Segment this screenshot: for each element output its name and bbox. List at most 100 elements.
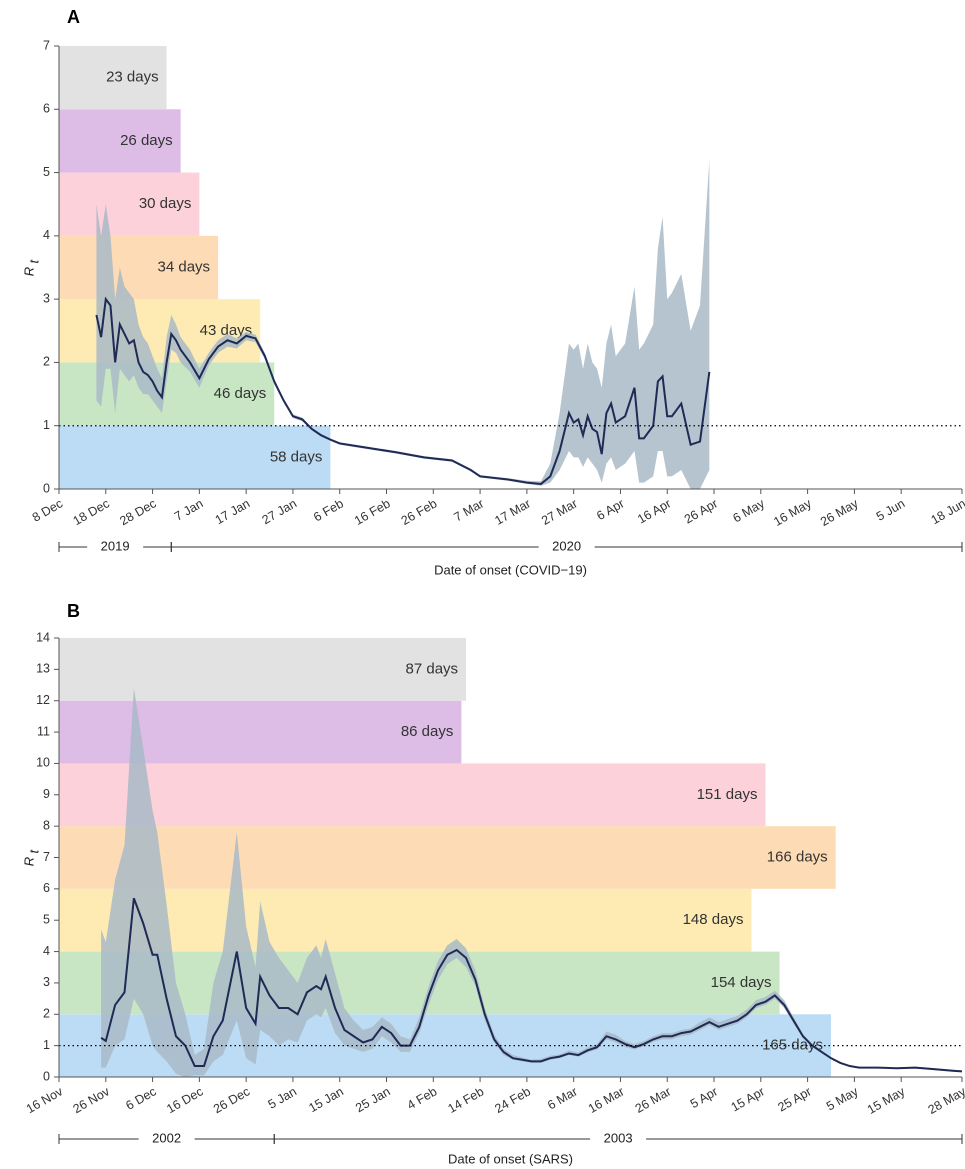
x-tick-label: 14 Feb	[446, 1084, 487, 1116]
duration-band	[59, 763, 766, 827]
x-tick-label: 6 Feb	[311, 496, 346, 524]
duration-label: 26 days	[120, 132, 173, 149]
y-tick-label: 11	[37, 724, 50, 738]
y-tick-label: 4	[43, 944, 50, 958]
panel-label: B	[67, 601, 80, 621]
x-tick-label: 26 Dec	[211, 1084, 252, 1116]
duration-band	[59, 700, 462, 764]
x-tick-label: 5 Jun	[874, 496, 908, 523]
panel-label: A	[67, 7, 80, 27]
duration-band	[59, 826, 836, 889]
duration-band	[59, 299, 261, 363]
duration-label: 86 days	[401, 723, 454, 740]
duration-band	[59, 172, 200, 236]
y-tick-label: 13	[36, 662, 50, 676]
confidence-band	[96, 159, 710, 489]
x-tick-label: 16 Feb	[352, 496, 393, 528]
y-tick-label: 1	[43, 418, 50, 432]
x-tick-label: 8 Dec	[30, 496, 65, 524]
x-tick-label: 15 May	[865, 1084, 908, 1117]
duration-band	[59, 638, 467, 701]
duration-band	[59, 888, 752, 952]
year-label: 2002	[152, 1130, 181, 1145]
duration-label: 148 days	[683, 911, 744, 928]
x-tick-label: 4 Feb	[405, 1084, 440, 1112]
x-tick-label: 6 Dec	[123, 1084, 158, 1112]
duration-label: 46 days	[214, 385, 267, 402]
y-tick-label: 3	[43, 291, 50, 305]
x-tick-label: 18 Dec	[71, 496, 112, 528]
y-tick-label: 10	[36, 756, 50, 770]
confidence-band	[101, 688, 962, 1077]
x-axis-title: Date of onset (COVID−19)	[434, 562, 587, 577]
x-tick-label: 15 Jan	[306, 1084, 346, 1115]
y-tick-label: 14	[36, 630, 50, 644]
y-tick-label: 2	[43, 355, 50, 369]
duration-band	[59, 425, 331, 489]
duration-label: 30 days	[139, 195, 192, 212]
y-label-main: R	[21, 857, 36, 866]
x-tick-label: 25 Jan	[353, 1084, 393, 1115]
y-tick-label: 4	[43, 228, 50, 242]
x-tick-label: 26 Feb	[399, 496, 440, 528]
y-tick-label: 1	[43, 1038, 50, 1052]
y-tick-label: 3	[43, 975, 50, 989]
x-tick-label: 26 Mar	[633, 1084, 674, 1116]
x-tick-label: 18 Jun	[929, 496, 965, 527]
duration-band	[59, 235, 219, 300]
x-tick-label: 15 Apr	[729, 1084, 767, 1114]
x-tick-label: 16 Apr	[635, 496, 673, 526]
rt-line	[100, 897, 963, 1073]
x-tick-label: 17 Jan	[213, 496, 253, 527]
y-label-sub: t	[26, 849, 41, 854]
duration-label: 151 days	[697, 786, 758, 803]
x-tick-label: 16 Nov	[24, 1084, 66, 1116]
duration-label: 58 days	[270, 448, 323, 465]
x-tick-label: 26 May	[818, 496, 861, 529]
x-tick-label: 24 Feb	[492, 1084, 533, 1116]
duration-label: 166 days	[767, 848, 828, 865]
y-tick-label: 12	[36, 693, 50, 707]
y-label-main: R	[21, 267, 36, 276]
x-tick-label: 27 Mar	[539, 496, 580, 528]
year-label-bg	[138, 1130, 195, 1148]
x-tick-label: 5 May	[824, 1084, 861, 1114]
year-label-bg	[87, 538, 144, 556]
y-tick-label: 9	[43, 787, 50, 801]
x-tick-label: 25 Apr	[775, 1084, 813, 1114]
x-tick-label: 28 May	[926, 1084, 965, 1117]
year-label-bg	[538, 538, 595, 556]
x-tick-label: 5 Apr	[688, 1084, 720, 1111]
x-tick-label: 27 Jan	[260, 496, 300, 527]
x-tick-label: 6 Apr	[594, 496, 626, 523]
panel: A 58 days 46 days 43 days 34 days 30 days 26 d…	[21, 7, 965, 578]
year-label: 2003	[604, 1130, 633, 1145]
x-tick-label: 28 Dec	[117, 496, 158, 528]
duration-label: 23 days	[106, 69, 159, 86]
x-tick-label: 26 Nov	[71, 1084, 113, 1116]
y-tick-label: 5	[43, 913, 50, 927]
x-tick-label: 6 Mar	[545, 1084, 580, 1112]
y-tick-label: 7	[43, 850, 50, 864]
y-axis-label: Rt	[21, 849, 41, 867]
x-tick-label: 17 Mar	[492, 496, 533, 528]
y-axis-label: Rt	[21, 259, 41, 277]
x-tick-label: 6 May	[730, 496, 767, 526]
x-tick-label: 7 Mar	[452, 496, 487, 524]
x-tick-label: 16 Dec	[164, 1084, 205, 1116]
year-label-bg	[590, 1130, 647, 1148]
duration-label: 43 days	[200, 322, 253, 339]
duration-label: 87 days	[406, 660, 459, 677]
x-tick-label: 5 Jan	[266, 1084, 300, 1111]
y-tick-label: 6	[43, 102, 50, 116]
duration-label: 34 days	[158, 258, 211, 275]
x-tick-label: 7 Jan	[172, 496, 206, 523]
x-tick-label: 16 May	[771, 496, 814, 529]
y-tick-label: 7	[43, 38, 50, 52]
year-label: 2020	[552, 538, 581, 553]
y-tick-label: 8	[43, 818, 50, 832]
duration-band	[59, 46, 167, 110]
y-tick-label: 2	[43, 1007, 50, 1021]
